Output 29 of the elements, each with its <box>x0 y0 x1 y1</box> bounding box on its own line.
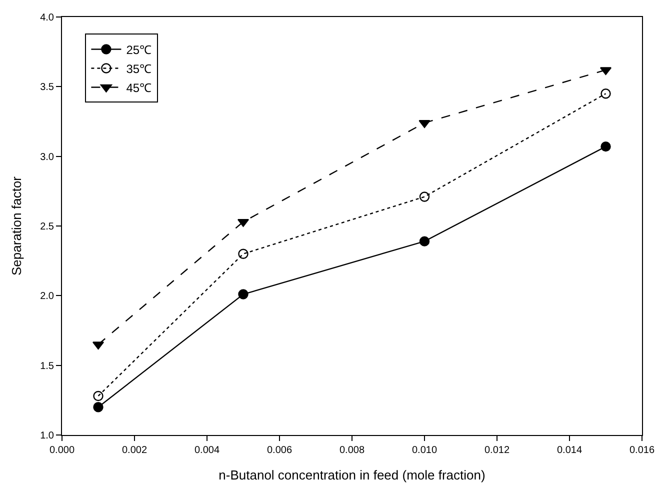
x-tick-label: 0.014 <box>556 445 582 456</box>
point <box>600 141 611 152</box>
point <box>419 236 430 246</box>
y-tick-label: 3.0 <box>40 152 54 163</box>
x-tick-label: 0.008 <box>339 445 365 456</box>
x-tick-label: 0.000 <box>49 445 75 456</box>
x-tick-label: 0.004 <box>194 445 220 456</box>
legend-label: 25℃ <box>126 42 152 57</box>
legend-label: 35℃ <box>126 62 152 76</box>
x-tick-label: 0.010 <box>412 445 438 456</box>
point <box>419 192 430 202</box>
x-tick-label: 0.012 <box>484 445 510 456</box>
y-tick-label: 3.5 <box>40 82 54 94</box>
legend-label: 45℃ <box>126 80 152 95</box>
point <box>600 88 611 99</box>
point <box>238 248 248 259</box>
x-tick-label: 0.002 <box>122 445 148 456</box>
x-axis-title: n-Butanol concentration in feed (mole fraction) <box>218 468 486 483</box>
y-tick-label: 2.5 <box>40 222 54 232</box>
y-tick-label: 1.0 <box>40 430 54 442</box>
y-tick-label: 4.0 <box>40 12 54 24</box>
y-axis-title: Separation factor <box>9 176 24 276</box>
point <box>93 390 104 402</box>
y-tick-label: 1.5 <box>40 360 54 372</box>
x-tick-label: 0.016 <box>629 445 655 456</box>
y-tick-label: 2.0 <box>40 291 54 302</box>
point <box>238 289 248 300</box>
x-tick-label: 0.006 <box>266 445 292 456</box>
point <box>93 402 104 412</box>
